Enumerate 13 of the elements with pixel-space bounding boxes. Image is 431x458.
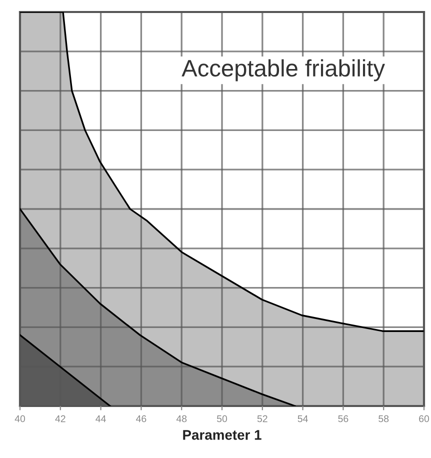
annotation: Acceptable friability bbox=[182, 59, 385, 82]
x-tick-label: 46 bbox=[136, 415, 146, 422]
x-tick-label: 48 bbox=[176, 415, 187, 422]
x-tick-label: 58 bbox=[378, 415, 389, 422]
x-tick-label: 50 bbox=[216, 415, 228, 422]
x-tick-label: 42 bbox=[55, 415, 66, 422]
x-tick-label: 54 bbox=[298, 415, 308, 422]
x-tick-label: 56 bbox=[338, 415, 348, 422]
x-tick-label: 40 bbox=[14, 415, 26, 422]
x-tick-label: 60 bbox=[419, 415, 430, 422]
x-tick-label: 44 bbox=[96, 415, 106, 422]
x-axis-title: Parameter 1 bbox=[183, 430, 262, 440]
x-tick-label: 52 bbox=[257, 415, 268, 422]
